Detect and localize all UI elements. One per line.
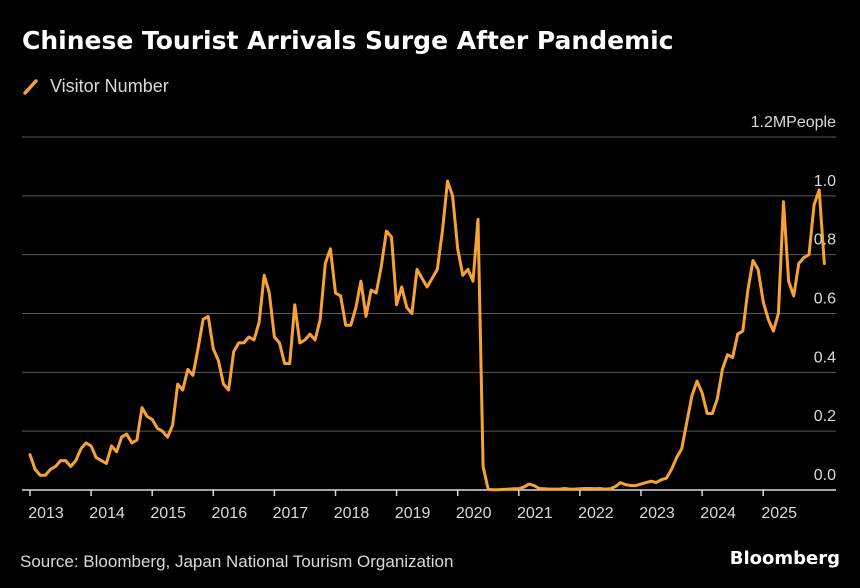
source-note: Source: Bloomberg, Japan National Touris… [20,552,454,571]
x-tick-label: 2022 [578,505,614,522]
x-tick-label: 2014 [89,505,125,522]
x-tick-label: 2020 [456,505,492,522]
legend: Visitor Number [22,76,169,97]
x-tick-label: 2019 [395,505,431,522]
x-tick-label: 2021 [517,505,553,522]
y-tick-label: 0.8 [814,232,836,249]
y-tick-label: 1.0 [814,173,836,190]
y-tick-label: 0.4 [814,349,836,366]
y-tick-label: 0.2 [814,408,836,425]
x-axis [22,489,836,496]
x-tick-label: 2013 [28,505,64,522]
grid-lines [22,136,836,432]
series-layer [28,179,826,492]
legend-label: Visitor Number [50,76,169,96]
series-line-visitor-number [28,179,826,492]
x-tick-label: 2015 [150,505,186,522]
line-chart: 1.2MPeople 0.0 0.2 0.4 0.6 0.8 1.0 2013 2014 2015… [22,114,836,522]
legend-swatch-icon [23,78,38,95]
x-tick-label: 2025 [761,505,797,522]
x-tick-label: 2017 [273,505,309,522]
x-tick-label: 2016 [212,505,248,522]
chart-title: Chinese Tourist Arrivals Surge After Pan… [22,26,674,55]
x-tick-label: 2018 [334,505,370,522]
brand-logo: Bloomberg [729,548,840,569]
x-tick-label: 2024 [700,505,736,522]
y-unit-label: 1.2MPeople [751,114,836,131]
x-tick-label: 2023 [639,505,675,522]
y-tick-label: 0.0 [814,467,836,484]
y-tick-label: 0.6 [814,291,836,308]
tick-labels: 1.2MPeople 0.0 0.2 0.4 0.6 0.8 1.0 2013 2014 2015… [28,114,836,522]
